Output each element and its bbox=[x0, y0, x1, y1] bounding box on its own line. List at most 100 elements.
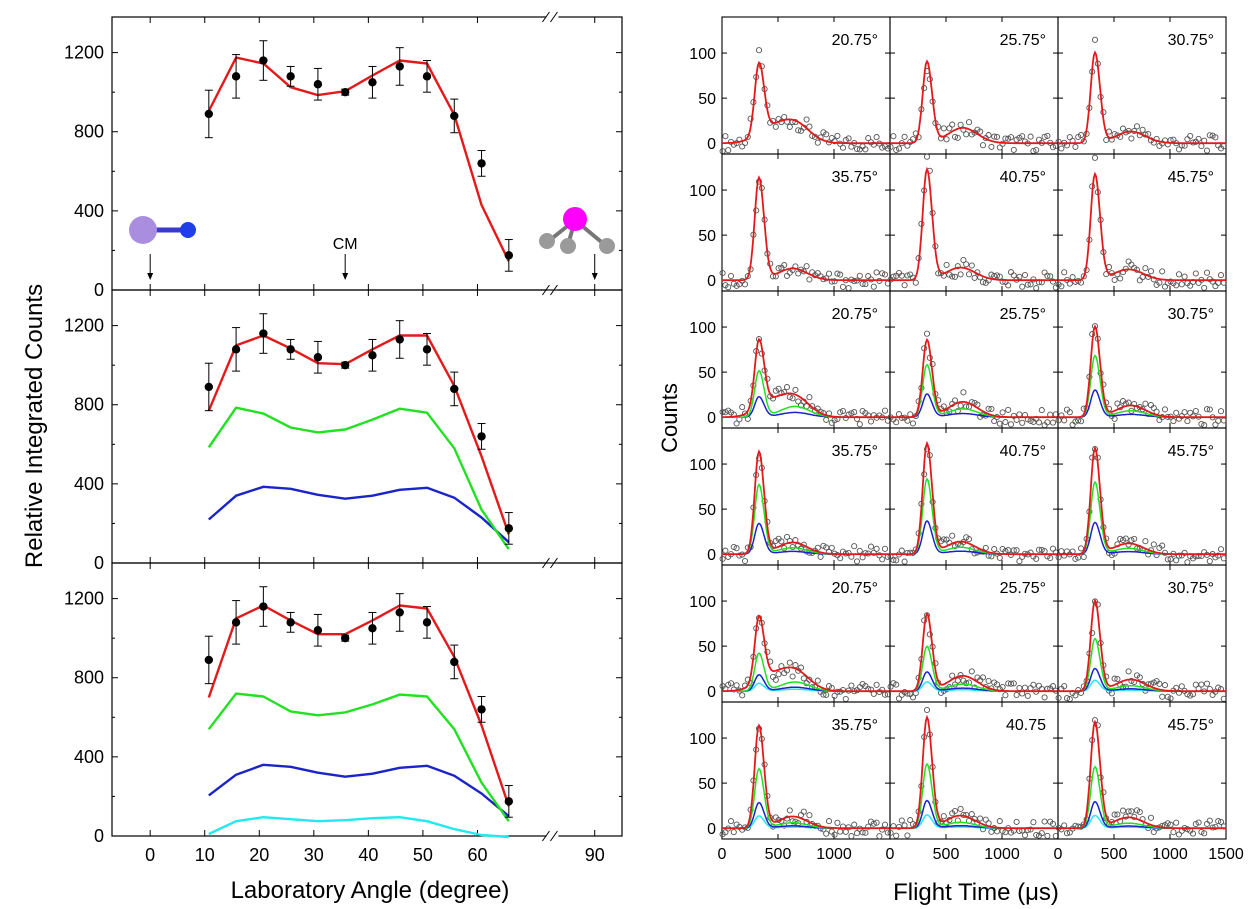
reactant-molecule-right bbox=[539, 207, 615, 254]
series-line-channel_a bbox=[207, 406, 510, 550]
reactant-molecule-left bbox=[129, 216, 196, 244]
tof-data-point bbox=[898, 547, 905, 554]
tof-panel: 25.75° bbox=[887, 290, 1059, 429]
tof-data-point bbox=[1187, 409, 1194, 416]
tof-data-point bbox=[823, 131, 830, 138]
tof-data-point bbox=[898, 817, 905, 824]
tof-data-point bbox=[814, 544, 821, 551]
tof-data-point bbox=[879, 826, 886, 833]
tof-data-point bbox=[999, 683, 1006, 691]
tof-data-point bbox=[1173, 557, 1180, 564]
tof-data-point bbox=[923, 446, 931, 453]
y-tick-label: 1200 bbox=[64, 43, 104, 63]
tof-fit-curve bbox=[722, 614, 890, 693]
data-point bbox=[313, 80, 323, 89]
tof-data-point bbox=[977, 815, 984, 822]
tof-data-point bbox=[789, 818, 796, 825]
tof-data-point bbox=[741, 557, 749, 565]
tof-data-point bbox=[772, 123, 779, 130]
y-tick-label: 0 bbox=[94, 826, 104, 846]
tof-data-point bbox=[725, 284, 732, 291]
tof-data-point bbox=[1206, 406, 1213, 413]
tof-data-point bbox=[979, 279, 987, 286]
tof-data-point bbox=[862, 829, 869, 836]
tof-data-point bbox=[1114, 400, 1121, 407]
tof-data-point bbox=[741, 281, 749, 288]
tof-data-point bbox=[1049, 144, 1057, 151]
tof-data-point bbox=[1147, 268, 1155, 275]
tof-data-point bbox=[1217, 818, 1225, 825]
tof-data-point bbox=[825, 818, 833, 825]
tof-angle-label: 20.75° bbox=[832, 580, 878, 597]
tof-data-point bbox=[1111, 675, 1118, 682]
tof-fit-curve bbox=[722, 723, 890, 830]
tof-data-point bbox=[876, 552, 883, 559]
data-point bbox=[504, 524, 514, 533]
tof-data-point bbox=[965, 536, 973, 543]
tof-data-point bbox=[1175, 689, 1183, 696]
tof-x-tick-label-last: 1500 bbox=[1208, 846, 1244, 863]
tof-angle-label: 30.75° bbox=[1168, 32, 1214, 49]
tof-data-point bbox=[1189, 830, 1197, 837]
tof-data-point bbox=[1033, 285, 1040, 292]
tof-data-point bbox=[949, 532, 956, 539]
tof-data-point bbox=[1027, 417, 1034, 424]
tof-data-point bbox=[1077, 545, 1085, 552]
tof-data-point bbox=[1019, 419, 1026, 426]
tof-data-point bbox=[1061, 552, 1068, 559]
tof-data-point bbox=[817, 553, 824, 560]
tof-data-point bbox=[1019, 133, 1026, 140]
tof-data-point bbox=[893, 832, 900, 839]
tof-data-point bbox=[943, 261, 950, 268]
data-point bbox=[259, 602, 268, 611]
data-point bbox=[450, 657, 459, 667]
tof-data-point bbox=[1212, 421, 1219, 428]
tof-data-point bbox=[971, 550, 978, 557]
tof-data-point bbox=[1103, 136, 1110, 144]
tof-data-point bbox=[719, 408, 726, 416]
tof-data-point bbox=[865, 823, 872, 830]
tof-data-point bbox=[1133, 123, 1141, 130]
tof-fit-curve bbox=[890, 337, 1058, 419]
tof-data-point bbox=[792, 662, 799, 669]
tof-data-point bbox=[879, 144, 886, 151]
tof-data-point bbox=[954, 677, 961, 684]
tof-angle-label: 40.75 bbox=[1006, 717, 1046, 734]
tof-data-point bbox=[1178, 413, 1185, 420]
tof-data-point bbox=[901, 133, 908, 140]
tof-data-point bbox=[736, 552, 743, 559]
tof-data-point bbox=[1061, 683, 1068, 690]
tof-data-point bbox=[1091, 154, 1099, 161]
tof-data-point bbox=[909, 420, 917, 427]
tof-data-point bbox=[1203, 820, 1211, 827]
tof-data-point bbox=[982, 816, 989, 823]
direction-arrowhead bbox=[591, 273, 598, 280]
tof-data-point bbox=[1175, 552, 1183, 559]
tof-data-point bbox=[1066, 134, 1073, 141]
data-point bbox=[477, 705, 486, 714]
tof-data-point bbox=[1077, 418, 1085, 425]
tof-data-point bbox=[848, 410, 855, 417]
tof-data-point bbox=[1203, 406, 1211, 413]
tof-y-tick-label: 0 bbox=[707, 136, 716, 153]
tof-data-point bbox=[837, 555, 844, 562]
tof-angle-label: 25.75° bbox=[1000, 306, 1046, 323]
tof-data-point bbox=[845, 135, 852, 142]
tof-data-point bbox=[1192, 270, 1199, 277]
tof-data-point bbox=[873, 134, 880, 141]
y-axis-title-counts: Relative Integrated Counts bbox=[21, 284, 48, 568]
tof-data-point bbox=[1021, 832, 1029, 839]
tof-data-point bbox=[1220, 695, 1227, 702]
tof-data-point bbox=[1142, 400, 1149, 407]
tof-data-point bbox=[873, 819, 880, 826]
tof-data-point bbox=[1055, 554, 1062, 561]
tof-panels: 20.75° 25.75° 30.75° 35.75° 40.75° 45.75° 20.7… bbox=[719, 16, 1227, 840]
tof-data-point bbox=[1111, 276, 1118, 284]
tof-data-point bbox=[1030, 681, 1037, 688]
tof-data-point bbox=[853, 558, 861, 565]
tof-data-point bbox=[1002, 692, 1009, 699]
data-point bbox=[368, 624, 377, 633]
data-point bbox=[340, 633, 350, 643]
tof-data-point bbox=[730, 829, 737, 836]
tof-angle-label: 20.75° bbox=[832, 306, 878, 323]
